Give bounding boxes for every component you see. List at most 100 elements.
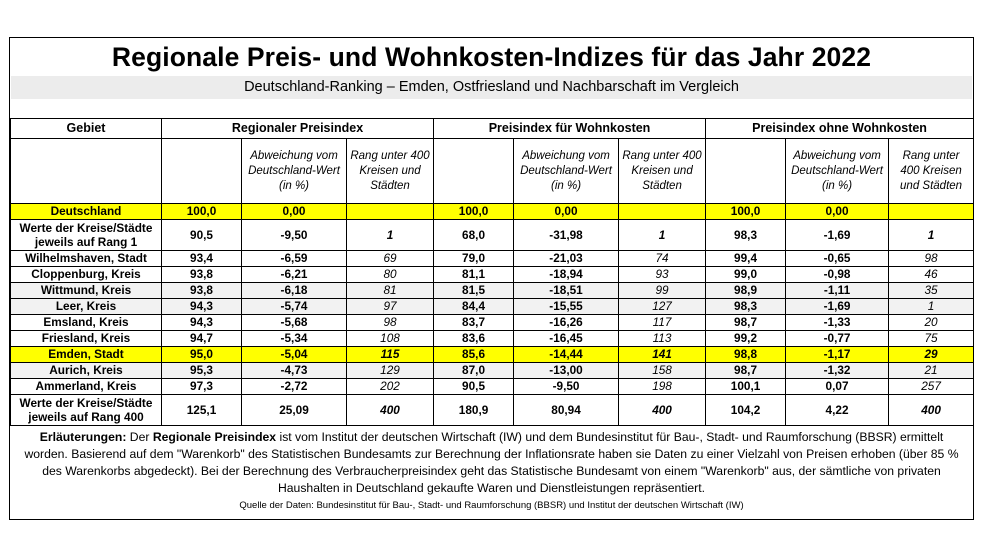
cell-deviation: 80,94 [513, 394, 620, 426]
cell-rank: 1 [888, 298, 975, 315]
notes-text-2: ist vom Institut der deutschen Wirtschaf… [24, 430, 959, 495]
cell-rank: 98 [345, 314, 435, 331]
subheader-index [161, 138, 242, 204]
cell-deviation: -2,72 [241, 378, 347, 395]
cell-index: 81,5 [433, 282, 515, 299]
cell-rank: 81 [345, 282, 435, 299]
cell-deviation: 0,00 [513, 203, 620, 220]
row-area-name: Deutschland [10, 203, 162, 220]
cell-deviation: -1,32 [785, 362, 890, 379]
notes-index-term: Regionale Preisindex [152, 430, 277, 444]
header-regional-index: Regionaler Preisindex [160, 118, 435, 139]
cell-index: 98,9 [705, 282, 787, 299]
cell-rank: 158 [618, 362, 707, 379]
cell-index: 100,0 [705, 203, 787, 220]
cell-deviation: -18,51 [513, 282, 620, 299]
subheader-blank [10, 138, 162, 204]
cell-rank: 400 [618, 394, 707, 426]
cell-rank: 400 [888, 394, 975, 426]
table-row: Wittmund, Kreis 93,8 -6,18 81 81,5 -18,51 99 98… [10, 282, 975, 299]
cell-rank: 99 [618, 282, 707, 299]
table-row: Werte der Kreise/Städte jeweils auf Rang… [10, 394, 975, 426]
cell-index: 125,1 [161, 394, 242, 426]
row-area-name: Ammerland, Kreis [10, 378, 162, 395]
cell-deviation: -0,77 [785, 330, 890, 347]
cell-rank [345, 203, 435, 220]
table-row: Wilhelmshaven, Stadt 93,4 -6,59 69 79,0 -21,0… [10, 250, 975, 267]
subheader-index [705, 138, 787, 204]
subheader-rank: Rang unter 400 Kreisen und Städten [888, 138, 975, 204]
cell-index: 98,7 [705, 314, 787, 331]
subheader-rank: Rang unter 400 Kreisen und Städten [345, 138, 435, 204]
cell-rank: 74 [618, 250, 707, 267]
cell-deviation: -5,34 [241, 330, 347, 347]
header-housing-index: Preisindex für Wohnkosten [433, 118, 707, 139]
table-row: Friesland, Kreis 94,7 -5,34 108 83,6 -16,45 11… [10, 330, 975, 347]
table-row: Emden, Stadt 95,0 -5,04 115 85,6 -14,44 141 98,… [10, 346, 975, 363]
cell-index: 98,3 [705, 219, 787, 251]
cell-deviation: -6,21 [241, 266, 347, 283]
cell-deviation: -31,98 [513, 219, 620, 251]
cell-rank: 202 [345, 378, 435, 395]
row-area-name: Werte der Kreise/Städte jeweils auf Rang… [10, 394, 162, 426]
subheader-index [433, 138, 515, 204]
cell-rank: 198 [618, 378, 707, 395]
explanation-notes: Erläuterungen: Der Regionale Preisindex … [10, 426, 973, 497]
cell-index: 84,4 [433, 298, 515, 315]
row-area-name: Leer, Kreis [10, 298, 162, 315]
table-row: Deutschland 100,0 0,00 100,0 0,00 100,0 0,00 [10, 203, 975, 220]
cell-rank: 127 [618, 298, 707, 315]
cell-index: 99,0 [705, 266, 787, 283]
cell-index: 95,3 [161, 362, 242, 379]
cell-deviation: -18,94 [513, 266, 620, 283]
cell-index: 79,0 [433, 250, 515, 267]
cell-rank: 98 [888, 250, 975, 267]
cell-deviation: -21,03 [513, 250, 620, 267]
table-row: Werte der Kreise/Städte jeweils auf Rang… [10, 219, 975, 251]
cell-index: 68,0 [433, 219, 515, 251]
cell-deviation: -1,69 [785, 298, 890, 315]
cell-rank: 46 [888, 266, 975, 283]
cell-index: 104,2 [705, 394, 787, 426]
cell-index: 93,8 [161, 282, 242, 299]
cell-deviation: -1,11 [785, 282, 890, 299]
index-table: Gebiet Regionaler Preisindex Preisindex … [10, 118, 975, 426]
subheader-deviation: Abweichung vom Deutschland-Wert (in %) [513, 138, 620, 204]
cell-index: 94,3 [161, 314, 242, 331]
table-body: Deutschland 100,0 0,00 100,0 0,00 100,0 0,00 We… [10, 203, 975, 426]
table-row: Cloppenburg, Kreis 93,8 -6,21 80 81,1 -18,94 9… [10, 266, 975, 283]
cell-rank: 400 [345, 394, 435, 426]
table-row: Emsland, Kreis 94,3 -5,68 98 83,7 -16,26 117 98… [10, 314, 975, 331]
cell-index: 95,0 [161, 346, 242, 363]
cell-rank: 20 [888, 314, 975, 331]
cell-deviation: 4,22 [785, 394, 890, 426]
subheader-rank: Rang unter 400 Kreisen und Städten [618, 138, 707, 204]
page-subtitle: Deutschland-Ranking – Emden, Ostfrieslan… [11, 76, 972, 99]
cell-index: 81,1 [433, 266, 515, 283]
cell-deviation: -5,74 [241, 298, 347, 315]
subheader-deviation: Abweichung vom Deutschland-Wert (in %) [785, 138, 890, 204]
cell-rank: 257 [888, 378, 975, 395]
cell-index: 98,7 [705, 362, 787, 379]
row-area-name: Wittmund, Kreis [10, 282, 162, 299]
notes-label: Erläuterungen: [39, 430, 127, 444]
notes-text-1: Der [126, 430, 153, 444]
row-area-name: Emsland, Kreis [10, 314, 162, 331]
header-non-housing-index: Preisindex ohne Wohnkosten [705, 118, 975, 139]
cell-rank: 117 [618, 314, 707, 331]
cell-rank: 1 [345, 219, 435, 251]
cell-rank [618, 203, 707, 220]
cell-index: 87,0 [433, 362, 515, 379]
cell-deviation: -5,68 [241, 314, 347, 331]
cell-deviation: -4,73 [241, 362, 347, 379]
cell-rank: 80 [345, 266, 435, 283]
row-area-name: Cloppenburg, Kreis [10, 266, 162, 283]
cell-index: 97,3 [161, 378, 242, 395]
cell-deviation: -1,33 [785, 314, 890, 331]
cell-rank: 1 [618, 219, 707, 251]
cell-deviation: 0,07 [785, 378, 890, 395]
row-area-name: Friesland, Kreis [10, 330, 162, 347]
spacer [10, 99, 973, 118]
cell-deviation: -6,59 [241, 250, 347, 267]
cell-rank: 97 [345, 298, 435, 315]
